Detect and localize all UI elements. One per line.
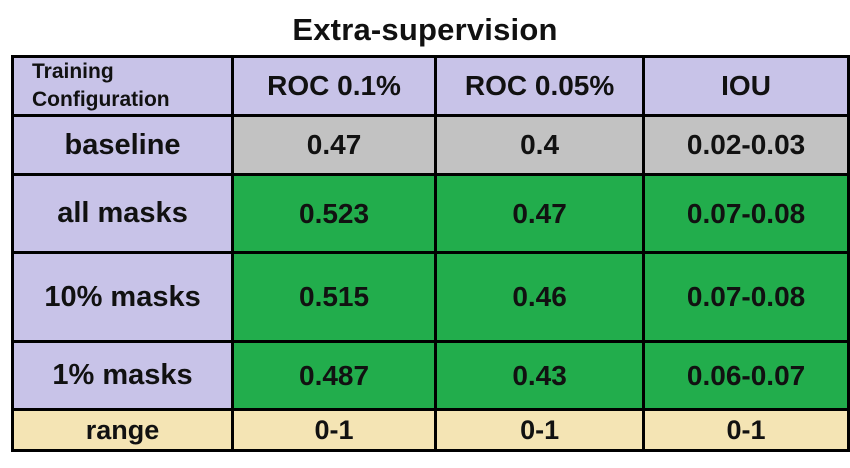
header-training-configuration: Training Configuration	[10, 55, 235, 117]
table-row-all-masks: all masks 0.523 0.47 0.07-0.08	[10, 173, 850, 254]
table-row-10pct-masks: 10% masks 0.515 0.46 0.07-0.08	[10, 251, 850, 343]
header-config-line2: Configuration	[32, 88, 170, 111]
cell-all-masks-iou: 0.07-0.08	[642, 173, 850, 254]
cell-range-roc-0-05: 0-1	[434, 408, 646, 452]
cell-baseline-roc-0-05: 0.4	[434, 114, 646, 176]
header-config-line1: Training	[32, 60, 114, 83]
row-label-all-masks: all masks	[10, 173, 235, 254]
cell-1pct-masks-roc-0-05: 0.43	[434, 340, 646, 411]
cell-baseline-iou: 0.02-0.03	[642, 114, 850, 176]
cell-range-iou: 0-1	[642, 408, 850, 452]
cell-10pct-masks-roc-0-1: 0.515	[231, 251, 438, 343]
row-label-1pct-masks: 1% masks	[10, 340, 235, 411]
header-roc-0-1: ROC 0.1%	[231, 55, 438, 117]
results-table: Training Configuration ROC 0.1% ROC 0.05…	[10, 55, 850, 452]
header-roc-0-05: ROC 0.05%	[434, 55, 646, 117]
table-title: Extra-supervision	[292, 12, 558, 47]
cell-range-roc-0-1: 0-1	[231, 408, 438, 452]
cell-all-masks-roc-0-05: 0.47	[434, 173, 646, 254]
cell-baseline-roc-0-1: 0.47	[231, 114, 438, 176]
row-label-10pct-masks: 10% masks	[10, 251, 235, 343]
header-row: Training Configuration ROC 0.1% ROC 0.05…	[10, 55, 850, 117]
row-label-baseline: baseline	[10, 114, 235, 176]
table-row-range: range 0-1 0-1 0-1	[10, 408, 850, 452]
cell-1pct-masks-iou: 0.06-0.07	[642, 340, 850, 411]
cell-10pct-masks-roc-0-05: 0.46	[434, 251, 646, 343]
cell-10pct-masks-iou: 0.07-0.08	[642, 251, 850, 343]
header-iou: IOU	[642, 55, 850, 117]
table-row-1pct-masks: 1% masks 0.487 0.43 0.06-0.07	[10, 340, 850, 411]
row-label-range: range	[10, 408, 235, 452]
table-row-baseline: baseline 0.47 0.4 0.02-0.03	[10, 114, 850, 176]
cell-all-masks-roc-0-1: 0.523	[231, 173, 438, 254]
cell-1pct-masks-roc-0-1: 0.487	[231, 340, 438, 411]
